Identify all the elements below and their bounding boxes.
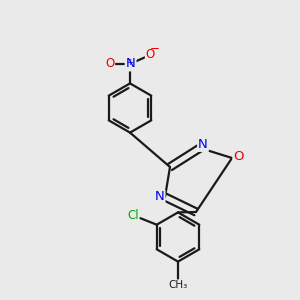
Text: N: N [126, 57, 136, 70]
Text: N: N [155, 190, 164, 203]
Text: N: N [198, 138, 208, 151]
Text: −: − [150, 42, 160, 55]
Text: CH₃: CH₃ [168, 280, 188, 290]
Text: +: + [126, 58, 133, 67]
Text: O: O [233, 150, 244, 163]
Text: O: O [146, 48, 155, 62]
Text: Cl: Cl [127, 209, 139, 222]
Text: O: O [105, 56, 114, 70]
